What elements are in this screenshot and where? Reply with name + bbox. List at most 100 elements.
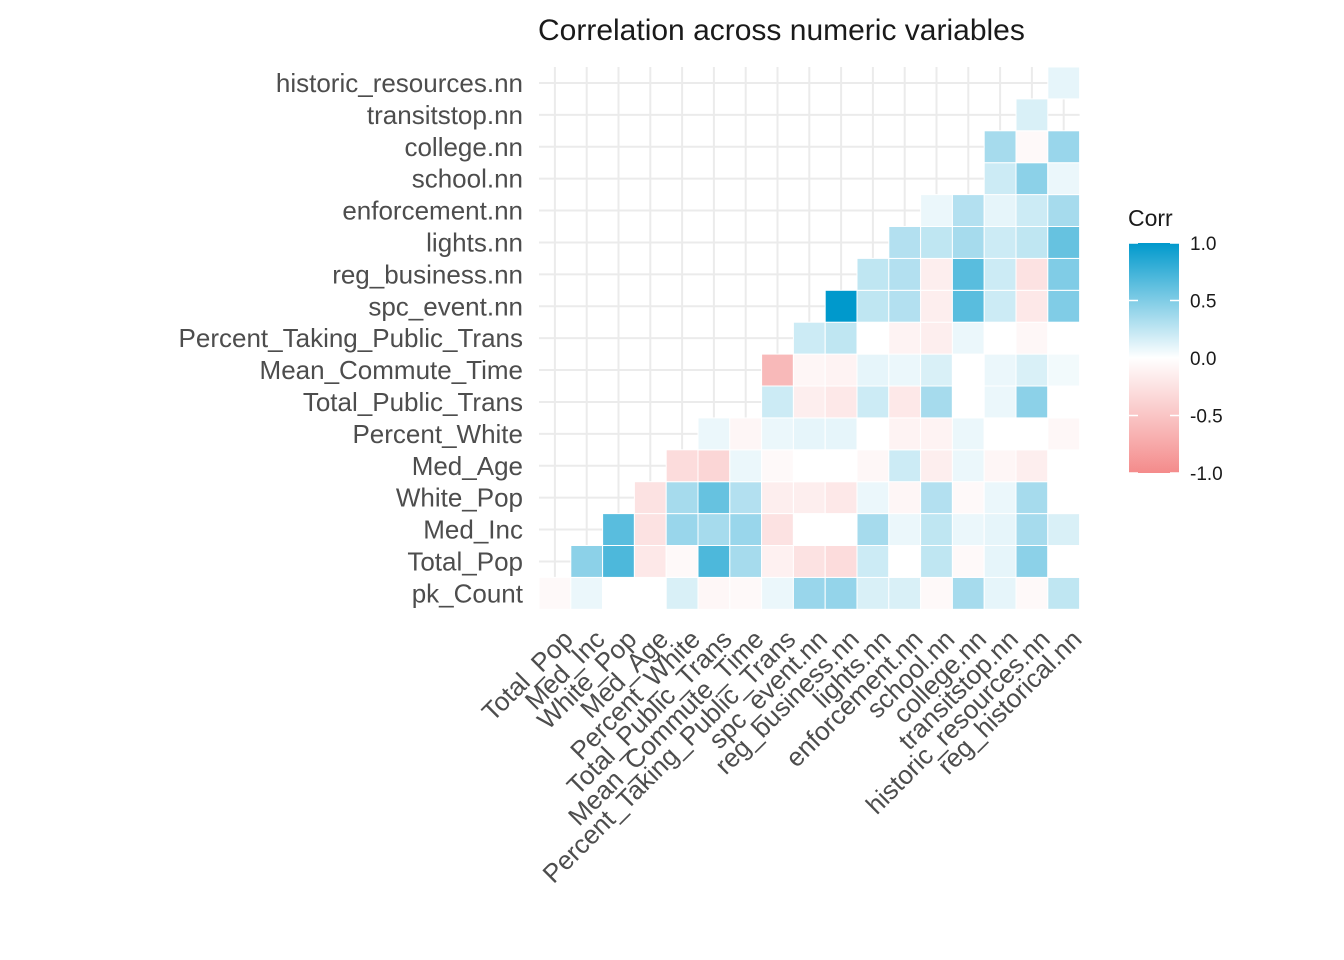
heatmap-cell [888,576,922,610]
heatmap-cell [1015,417,1049,451]
heatmap-cell [665,481,699,515]
chart-title: Correlation across numeric variables [538,14,1025,47]
heatmap-cell [761,513,794,546]
heatmap-cell [792,481,826,515]
heatmap-cell [856,257,890,291]
heatmap-cell [983,194,1017,228]
heatmap-cell [888,353,922,387]
heatmap-cell [1047,481,1081,515]
heatmap-cell [951,289,985,323]
heatmap-cell [1015,321,1049,355]
heatmap-cell [761,481,794,515]
y-tick-label: pk_Count [412,578,524,608]
heatmap-cell [824,449,858,483]
heatmap-cell [1047,576,1081,610]
heatmap-cell [761,449,794,483]
y-tick-label: transitstop.nn [367,100,523,130]
heatmap-cell [951,417,985,451]
heatmap-cell [1015,385,1049,419]
heatmap-cell [697,449,731,483]
heatmap-cell [1015,481,1049,515]
heatmap-cell [888,417,922,451]
heatmap-cell [729,576,763,610]
heatmap-cell [602,576,635,610]
heatmap-cell [1047,513,1081,546]
heatmap-cells [538,66,1081,610]
heatmap-cell [1015,162,1049,196]
heatmap-cell [1047,321,1081,355]
heatmap-cell [983,385,1017,419]
heatmap-cell [665,545,699,578]
heatmap-cell [824,385,858,419]
y-tick-label: historic_resources.nn [276,68,523,98]
y-tick-label: Med_Age [412,451,523,481]
heatmap-cell [856,417,890,451]
heatmap-cell [856,513,890,546]
heatmap-cell [697,513,731,546]
heatmap-cell [856,545,890,578]
heatmap-cell [824,417,858,451]
y-tick-label: school.nn [412,164,523,194]
heatmap-cell [951,481,985,515]
heatmap-cell [761,545,794,578]
y-tick-label: enforcement.nn [342,196,523,226]
heatmap-cell [792,545,826,578]
heatmap-cell [951,257,985,291]
x-axis-tick-labels: Total_PopMed_IncWhite_PopMed_AgePercent_… [476,624,1088,889]
y-tick-label: White_Pop [396,483,523,513]
heatmap-cell [888,257,922,291]
heatmap-cell [792,513,826,546]
heatmap-cell [856,385,890,419]
heatmap-cell [888,545,922,578]
legend-tick-label: 0.0 [1190,349,1216,370]
heatmap-cell [570,545,604,578]
heatmap-cell [920,417,953,451]
heatmap-cell [920,576,953,610]
heatmap-cell [983,545,1017,578]
heatmap-cell [951,194,985,228]
y-tick-label: lights.nn [426,227,523,257]
y-tick-label: Percent_Taking_Public_Trans [179,323,523,353]
y-tick-label: spc_event.nn [368,291,523,321]
heatmap-cell [1015,545,1049,578]
heatmap-cell [792,385,826,419]
heatmap-cell [856,321,890,355]
heatmap-cell [1047,545,1081,578]
heatmap-cell [920,449,953,483]
heatmap-cell [920,257,953,291]
heatmap-cell [920,513,953,546]
heatmap-cell [824,353,858,387]
heatmap-cell [1047,353,1081,387]
heatmap-cell [1015,226,1049,259]
y-tick-label: Total_Pop [407,546,523,576]
heatmap-cell [792,576,826,610]
heatmap-cell [888,481,922,515]
heatmap-cell [697,545,731,578]
heatmap-cell [824,513,858,546]
legend-ticks: 1.0 0.5 0.0 -0.5 -1.0 [1129,234,1223,485]
heatmap-cell [1047,226,1081,259]
heatmap-cell [761,385,794,419]
heatmap-cell [1047,194,1081,228]
heatmap-cell [920,226,953,259]
heatmap-cell [824,289,858,323]
heatmap-cell [1047,66,1081,100]
heatmap-cell [1015,513,1049,546]
legend-tick-label: -0.5 [1190,407,1223,428]
heatmap-cell [1047,130,1081,164]
heatmap-cell [761,576,794,610]
heatmap-cell [983,481,1017,515]
heatmap-cell [951,226,985,259]
legend-tick-label: -1.0 [1190,464,1223,485]
heatmap-cell [697,576,731,610]
heatmap-cell [920,353,953,387]
heatmap-cell [951,449,985,483]
heatmap-cell [824,481,858,515]
heatmap-cell [888,449,922,483]
heatmap-cell [729,449,763,483]
heatmap-cell [602,545,635,578]
heatmap-cell [792,417,826,451]
y-tick-label: college.nn [404,132,523,162]
heatmap-cell [920,289,953,323]
